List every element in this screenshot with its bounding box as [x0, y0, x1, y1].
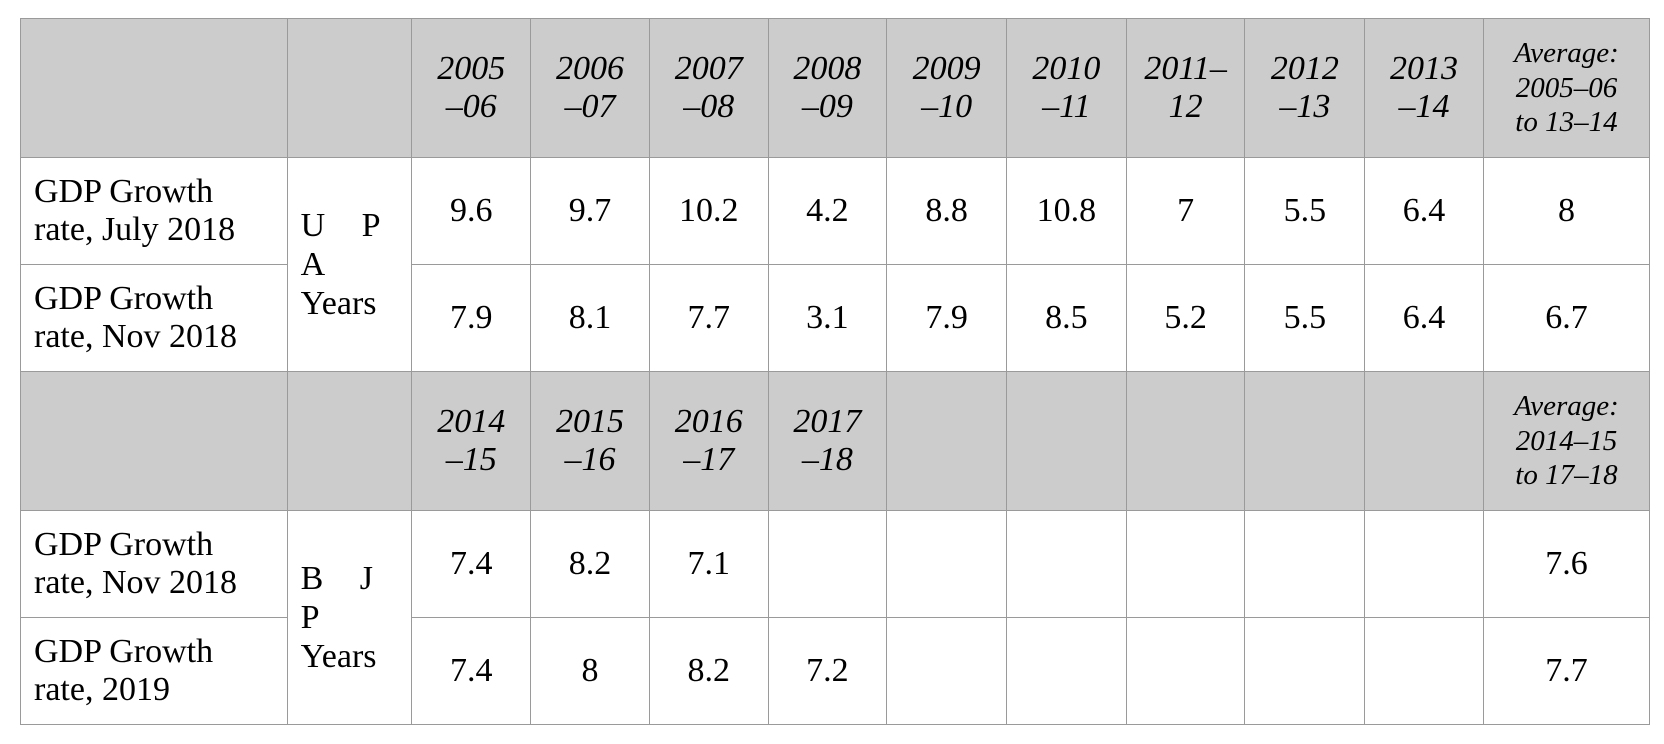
- average-header: Average: 2005–06 to 13–14: [1482, 18, 1651, 158]
- year-header: 2017 –18: [767, 371, 888, 511]
- value-cell: [1125, 617, 1246, 725]
- corner-cell: [20, 371, 288, 511]
- value-cell: 10.8: [1006, 157, 1127, 265]
- value-cell: 7: [1125, 157, 1246, 265]
- era-header-cell: [286, 18, 413, 158]
- value-cell: 7.7: [648, 264, 769, 372]
- value-cell: 6.4: [1364, 264, 1484, 372]
- year-header: 2016 –17: [648, 371, 769, 511]
- value-cell: 8.5: [1006, 264, 1127, 372]
- year-header: 2015 –16: [530, 371, 650, 511]
- corner-cell: [20, 18, 288, 158]
- value-cell: [767, 510, 888, 618]
- value-cell: 7.9: [886, 264, 1007, 372]
- table-row: GDP Growth rate, Nov 2018 7.9 8.1 7.7 3.1…: [20, 264, 1651, 372]
- value-cell: [1244, 510, 1366, 618]
- value-cell: 7.9: [411, 264, 532, 372]
- row-label: GDP Growth rate, July 2018: [20, 157, 288, 265]
- value-cell: 4.2: [767, 157, 888, 265]
- value-cell: 7.4: [411, 510, 532, 618]
- value-cell: 8: [530, 617, 650, 725]
- year-header: 2009 –10: [886, 18, 1007, 158]
- value-cell: [1244, 617, 1366, 725]
- value-cell: 8.2: [530, 510, 650, 618]
- year-header: [1364, 371, 1484, 511]
- value-cell: [886, 617, 1007, 725]
- gdp-growth-table: 2005 –06 2006 –07 2007 –08 2008 –09 2009 –10 …: [20, 18, 1651, 725]
- row-label: GDP Growth rate, Nov 2018: [20, 264, 288, 372]
- year-header: 2008 –09: [767, 18, 888, 158]
- year-header: 2007 –08: [648, 18, 769, 158]
- upa-header-row: 2005 –06 2006 –07 2007 –08 2008 –09 2009 –10 …: [20, 18, 1651, 158]
- row-label: GDP Growth rate, 2019: [20, 617, 288, 725]
- average-header: Average: 2014–15 to 17–18: [1482, 371, 1651, 511]
- value-cell: 7.4: [411, 617, 532, 725]
- year-header: 2014 –15: [411, 371, 532, 511]
- value-cell: 6.4: [1364, 157, 1484, 265]
- year-header: [1125, 371, 1246, 511]
- year-header: [1006, 371, 1127, 511]
- average-cell: 6.7: [1482, 264, 1651, 372]
- era-header-cell: [286, 371, 413, 511]
- value-cell: [1364, 617, 1484, 725]
- year-header: [1244, 371, 1366, 511]
- upa-section: 2005 –06 2006 –07 2007 –08 2008 –09 2009 –10 …: [20, 18, 1651, 372]
- table-row: GDP Growth rate, 2019 7.4 8 8.2 7.2 7.7: [20, 617, 1651, 725]
- year-header: 2006 –07: [530, 18, 650, 158]
- average-cell: 8: [1482, 157, 1651, 265]
- table-row: GDP Growth rate, July 2018 U P A Years 9.6…: [20, 157, 1651, 372]
- year-header: 2013 –14: [1364, 18, 1484, 158]
- value-cell: 9.6: [411, 157, 532, 265]
- table-row: GDP Growth rate, Nov 2018 B J P Years 7.4 …: [20, 510, 1651, 725]
- value-cell: 5.5: [1244, 157, 1366, 265]
- year-header: 2012 –13: [1244, 18, 1366, 158]
- row-label: GDP Growth rate, Nov 2018: [20, 510, 288, 618]
- bjp-section: 2014 –15 2015 –16 2016 –17 2017 –18 Average:…: [20, 371, 1651, 725]
- value-cell: 8.2: [648, 617, 769, 725]
- value-cell: 5.5: [1244, 264, 1366, 372]
- value-cell: [1006, 510, 1127, 618]
- year-header: 2005 –06: [411, 18, 532, 158]
- value-cell: 10.2: [648, 157, 769, 265]
- era-label-upa: U P A Years: [286, 157, 413, 372]
- value-cell: 8.8: [886, 157, 1007, 265]
- value-cell: 3.1: [767, 264, 888, 372]
- value-cell: [1125, 510, 1246, 618]
- value-cell: 7.1: [648, 510, 769, 618]
- value-cell: 5.2: [1125, 264, 1246, 372]
- average-cell: 7.7: [1482, 617, 1651, 725]
- year-header: 2011– 12: [1125, 18, 1246, 158]
- value-cell: [886, 510, 1007, 618]
- value-cell: [1006, 617, 1127, 725]
- value-cell: 9.7: [530, 157, 650, 265]
- bjp-header-row: 2014 –15 2015 –16 2016 –17 2017 –18 Average:…: [20, 371, 1651, 511]
- value-cell: 7.2: [767, 617, 888, 725]
- value-cell: [1364, 510, 1484, 618]
- year-header: 2010 –11: [1006, 18, 1127, 158]
- era-label-bjp: B J P Years: [286, 510, 413, 725]
- value-cell: 8.1: [530, 264, 650, 372]
- year-header: [886, 371, 1007, 511]
- average-cell: 7.6: [1482, 510, 1651, 618]
